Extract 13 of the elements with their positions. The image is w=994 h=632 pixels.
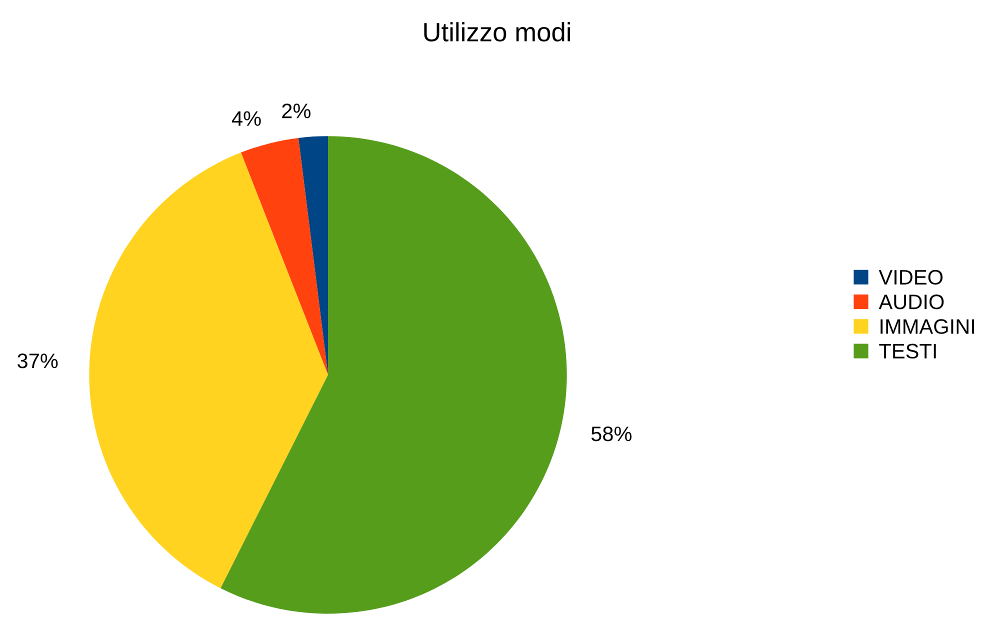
- pie-slice: [298, 136, 328, 375]
- legend-label: VIDEO: [878, 270, 943, 285]
- legend-label: TESTI: [879, 344, 936, 359]
- pie-slice: [89, 152, 328, 588]
- data-label: 58%: [591, 426, 632, 442]
- pie-slice: [240, 138, 328, 375]
- pie-slice: [220, 136, 567, 614]
- data-label: 4%: [232, 111, 261, 126]
- legend-label: AUDIO: [878, 294, 944, 310]
- data-label: 2%: [282, 104, 310, 118]
- legend-label: IMMAGINI: [880, 319, 974, 334]
- data-label: 37%: [18, 354, 58, 368]
- chart-title: Utilizzo modi: [424, 22, 570, 42]
